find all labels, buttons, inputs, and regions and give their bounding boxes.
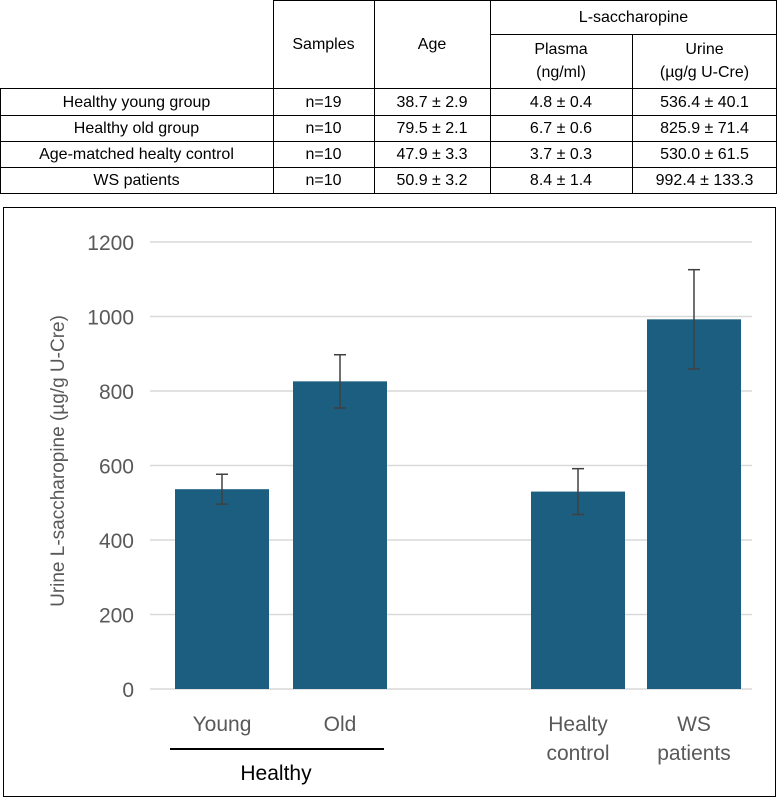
row-2-group: Healthy old group	[73, 119, 200, 137]
plasma-header-line1: Plasma	[534, 41, 588, 58]
row-3-group: Age-matched healty control	[39, 145, 234, 163]
row-4-urine: 992.4 ± 133.3	[655, 171, 754, 189]
x-tick-label-2: Old	[324, 713, 357, 736]
row-2-age: 79.5 ± 2.1	[396, 119, 468, 137]
urine-header: Urine (µg/g U-Cre)	[632, 34, 777, 88]
row-2-urine: 825.9 ± 71.4	[660, 119, 749, 137]
bar-1	[175, 489, 269, 689]
row-2-plasma: 6.7 ± 0.6	[529, 119, 593, 137]
row-3-age: 47.9 ± 3.3	[396, 145, 468, 163]
y-tick-label-1200: 1200	[87, 232, 134, 255]
row-1-group: Healthy young group	[62, 93, 211, 111]
y-axis-label: Urine L-saccharopine (µg/g U-Cre)	[48, 315, 69, 607]
bar-3	[531, 491, 625, 689]
plasma-header: Plasma (ng/ml)	[490, 34, 632, 88]
row-1-samples: n=19	[305, 93, 342, 111]
row-1-plasma: 4.8 ± 0.4	[529, 93, 593, 111]
row-3-urine: 530.0 ± 61.5	[660, 145, 749, 163]
row-1-urine: 536.4 ± 40.1	[660, 93, 749, 111]
plasma-header-line2: (ng/ml)	[536, 64, 586, 81]
row-4-group: WS patients	[93, 171, 180, 189]
y-tick-label-1000: 1000	[87, 307, 134, 330]
bars	[175, 319, 741, 689]
x-axis-labels: Young Old Healty control WS patients	[193, 713, 731, 765]
healthy-group-label: Healthy	[240, 762, 312, 785]
urine-header-line1: Urine	[685, 41, 724, 58]
row-2-samples: n=10	[305, 119, 342, 137]
x-tick-label-4: WS	[677, 713, 711, 736]
bar-chart: 0 200 400 600 800 1000 1200 Young Old Healty cont…	[48, 232, 752, 785]
bar-2	[293, 381, 387, 689]
row-3-samples: n=10	[305, 145, 342, 163]
l-saccharopine-header: L-saccharopine	[578, 8, 689, 26]
age-header: Age	[417, 35, 447, 53]
row-1-age: 38.7 ± 2.9	[396, 93, 468, 111]
y-tick-label-400: 400	[99, 530, 134, 553]
error-bars	[216, 268, 700, 516]
samples-header: Samples	[292, 35, 355, 53]
x-tick-label-4-line2: patients	[657, 742, 731, 765]
row-4-plasma: 8.4 ± 1.4	[529, 171, 593, 189]
y-axis-ticks: 0 200 400 600 800 1000 1200	[87, 232, 134, 702]
y-tick-label-200: 200	[99, 605, 134, 628]
x-tick-label-3: Healty	[548, 713, 608, 736]
chart-frame: 0 200 400 600 800 1000 1200 Young Old Healty cont…	[3, 207, 776, 797]
row-4-age: 50.9 ± 3.2	[396, 171, 468, 189]
bar-4	[647, 319, 741, 689]
urine-header-line2: (µg/g U-Cre)	[659, 64, 750, 81]
x-tick-label-3-line2: control	[546, 742, 609, 765]
y-tick-label-0: 0	[122, 679, 134, 702]
x-tick-label-1: Young	[193, 713, 252, 736]
row-3-plasma: 3.7 ± 0.3	[529, 145, 593, 163]
y-tick-label-800: 800	[99, 381, 134, 404]
y-tick-label-600: 600	[99, 456, 134, 479]
row-4-samples: n=10	[305, 171, 342, 189]
